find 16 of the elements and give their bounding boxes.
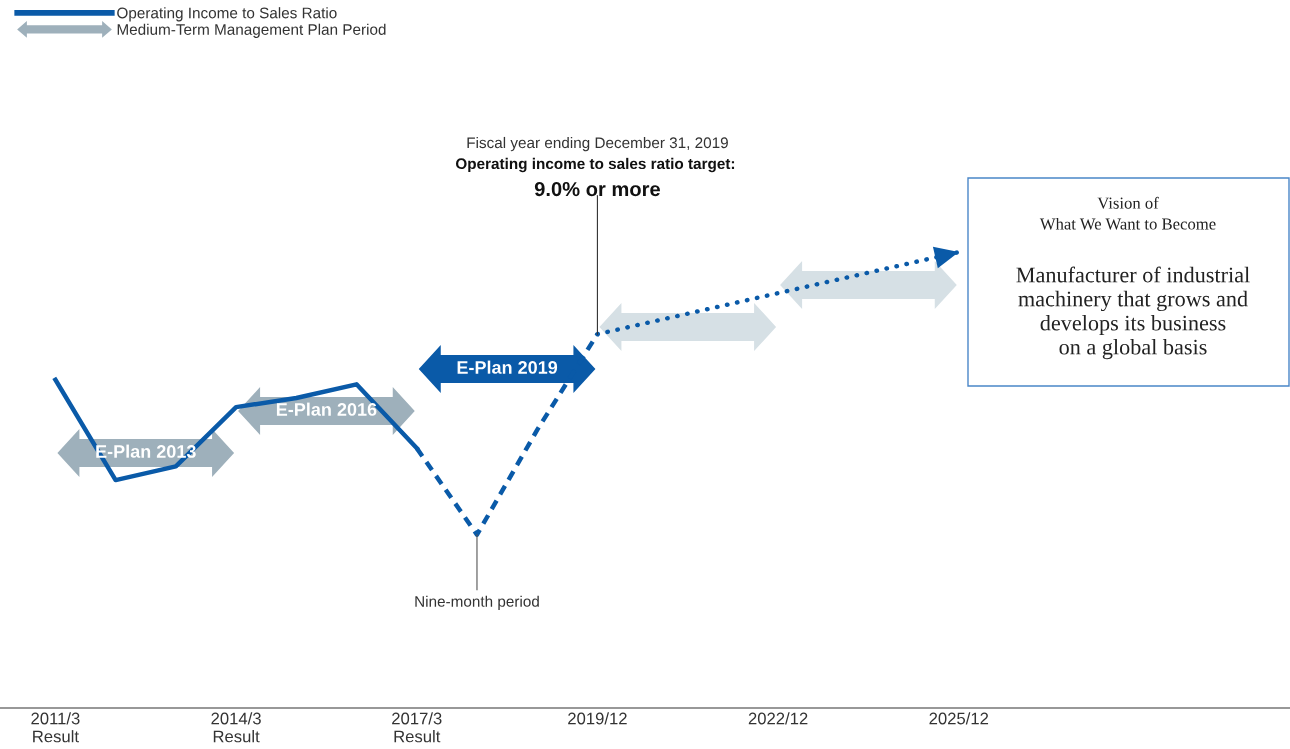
x-tick-label: 2022/12 [748, 712, 808, 725]
text: Operating Income to Sales Ratio [117, 7, 337, 22]
text: 9.0% or more [534, 181, 660, 197]
text: Operating income to sales ratio target: [455, 157, 735, 173]
x-tick-label: 2014/3 Result [211, 712, 261, 743]
annotation: Nine-month period [415, 595, 539, 610]
text: Fiscal year ending December 31, 2019 [467, 136, 728, 152]
x-tick-label: 2017/3 Result [392, 712, 442, 743]
text: Vision of What We Want to Become [1039, 196, 1216, 230]
x-tick-label: 2011/3 Result [31, 712, 80, 743]
annotation: E-Plan 2016 [276, 402, 377, 416]
x-tick-label: 2025/12 [929, 712, 989, 725]
text: Medium-Term Management Plan Period [117, 23, 386, 38]
text: Manufacturer of industrial machinery that grows and develops its business on a global basis [1016, 266, 1250, 360]
annotation: E-Plan 2019 [457, 360, 558, 374]
x-tick-label: 2019/12 [568, 712, 627, 725]
